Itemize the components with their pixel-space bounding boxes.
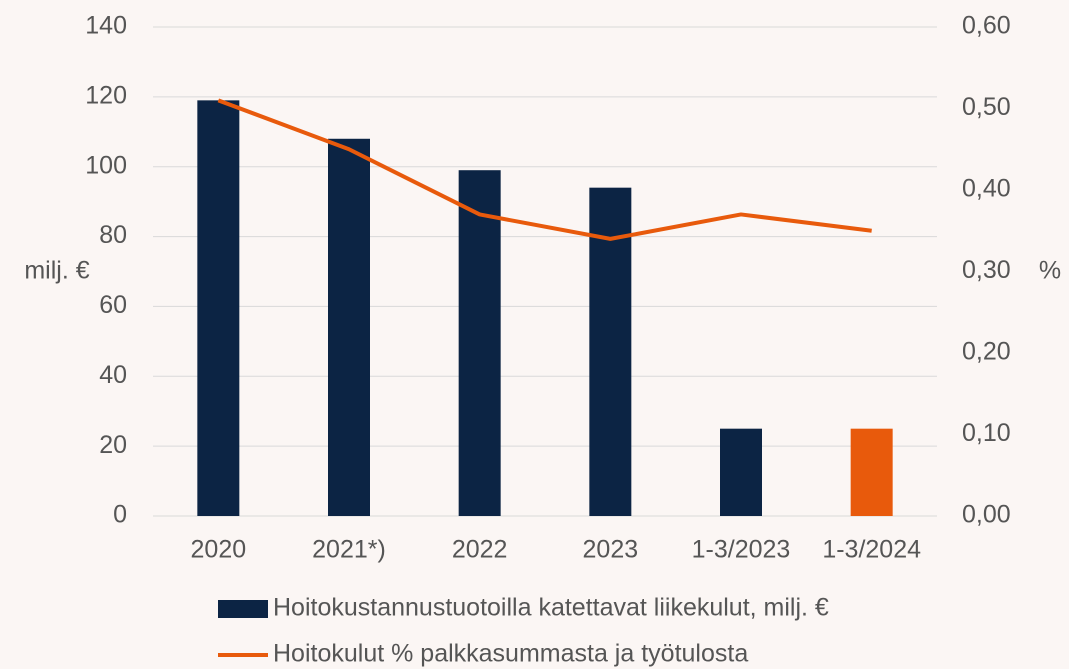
y-tick-label: 100 <box>85 151 127 179</box>
x-tick-label: 2021*) <box>312 536 386 564</box>
bar <box>850 428 893 516</box>
bar <box>328 138 370 516</box>
bar <box>197 100 240 516</box>
y2-axis-label: % <box>1039 257 1061 285</box>
x-tick-label: 2023 <box>583 536 639 564</box>
line <box>217 98 872 241</box>
legend-label: Hoitokustannustuotoilla katettavat liike… <box>273 594 829 622</box>
y-tick-label: 20 <box>99 431 127 459</box>
y2-tick-label: 0,60 <box>962 12 1011 40</box>
y2-tick-label: 0,30 <box>962 256 1011 284</box>
y-axis-label: milj. € <box>24 257 89 285</box>
y2-tick-label: 0,10 <box>962 419 1011 447</box>
legend-swatch <box>218 600 268 618</box>
x-tick-label: 1-3/2023 <box>692 536 791 564</box>
bar <box>720 428 762 516</box>
y-tick-label: 120 <box>85 81 127 109</box>
y2-tick-label: 0,00 <box>962 501 1011 529</box>
y-tick-label: 140 <box>85 12 127 40</box>
y2-tick-label: 0,40 <box>962 175 1011 203</box>
y-tick-label: 80 <box>99 221 127 249</box>
y2-tick-label: 0,50 <box>962 93 1011 121</box>
y-tick-label: 40 <box>99 361 127 389</box>
y-tick-label: 0 <box>113 501 127 529</box>
x-tick-label: 2022 <box>452 536 508 564</box>
x-tick-label: 1-3/2024 <box>822 536 921 564</box>
y2-tick-label: 0,20 <box>962 338 1011 366</box>
bar <box>458 170 501 516</box>
y-tick-label: 60 <box>99 291 127 319</box>
bar <box>589 187 632 516</box>
x-tick-label: 2020 <box>191 536 247 564</box>
legend-label: Hoitokulut % palkkasummasta ja työtulost… <box>273 640 748 668</box>
